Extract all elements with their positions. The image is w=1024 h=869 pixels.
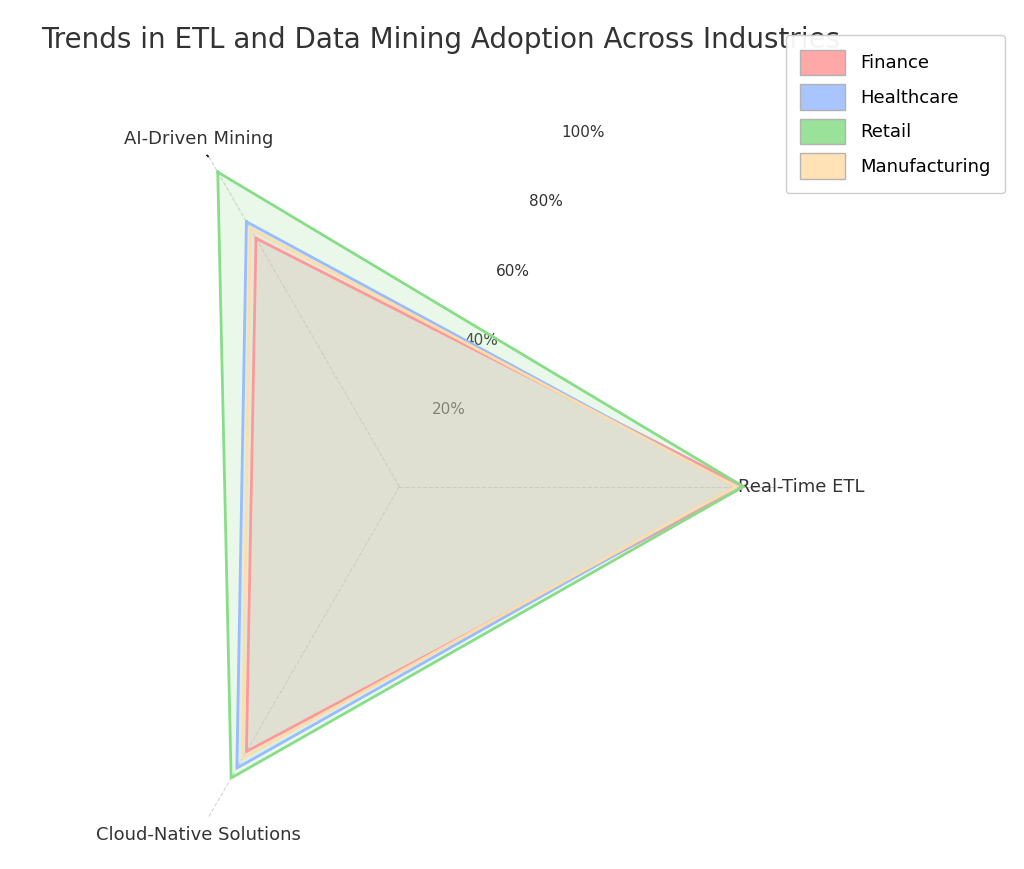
Polygon shape [237,222,736,768]
Text: Trends in ETL and Data Mining Adoption Across Industries: Trends in ETL and Data Mining Adoption A… [41,26,840,54]
Polygon shape [218,172,743,778]
Polygon shape [247,238,743,752]
Polygon shape [243,229,736,758]
Legend: Finance, Healthcare, Retail, Manufacturing: Finance, Healthcare, Retail, Manufacturi… [785,35,1005,193]
